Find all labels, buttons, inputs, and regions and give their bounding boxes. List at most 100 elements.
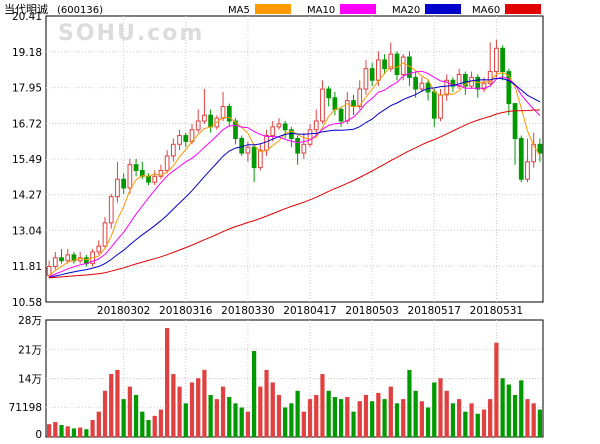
candle-body (506, 71, 512, 105)
candle-body (456, 73, 462, 87)
volume-bar (357, 401, 362, 438)
volume-bar (46, 424, 52, 438)
volume-bar (506, 384, 511, 438)
candle-body (170, 143, 176, 157)
volume-bar (351, 411, 356, 438)
volume-bar (146, 420, 151, 438)
volume-bar (152, 415, 157, 438)
candle-body (239, 137, 245, 154)
volume-bar (345, 397, 350, 438)
candle-body (65, 254, 71, 262)
candle-body (108, 196, 114, 224)
volume-bar (214, 399, 219, 438)
volume-bar (370, 401, 375, 438)
volume-bar (264, 369, 269, 438)
candle-body (307, 129, 313, 145)
candle-body (233, 120, 238, 139)
volume-bar (208, 394, 213, 438)
candle-body (518, 137, 524, 180)
watermark: SOHU.com (58, 21, 204, 46)
candle-body (164, 155, 170, 171)
volume-bar (245, 411, 251, 438)
volume-bar (394, 403, 400, 438)
ma5-line (48, 62, 541, 277)
volume-bar (53, 422, 58, 438)
candle-body (177, 135, 182, 145)
legend-label-ma10: MA10 (307, 5, 335, 16)
volume-bar (276, 394, 282, 438)
date-tick-label: 20180531 (470, 305, 523, 317)
volume-bar (382, 399, 387, 438)
candle-body (276, 123, 282, 128)
volume-bar (413, 390, 418, 438)
volume-bar (121, 399, 126, 438)
price-tick-label: 16.72 (12, 118, 42, 130)
candle-body (96, 245, 102, 253)
candle-body (313, 120, 319, 131)
price-panel-frame (45, 15, 544, 303)
candle-body (326, 88, 332, 99)
candle-body (475, 76, 481, 90)
moving-averages (48, 62, 541, 279)
volume-bar (326, 390, 331, 438)
volume-bar (133, 394, 139, 438)
volume-tick-label: 14万 (18, 374, 42, 386)
volume-panel-frame (45, 319, 544, 438)
candle-body (251, 146, 257, 169)
ma10-line (48, 70, 541, 278)
volume-bar (407, 369, 412, 438)
volume-bar (258, 386, 263, 438)
volume-bar (233, 403, 238, 438)
candle-body (332, 97, 338, 110)
candle-body (338, 108, 344, 122)
volume-bar (531, 403, 536, 438)
date-tick-label: 20180503 (345, 305, 398, 317)
price-tick-label: 20.41 (12, 11, 42, 23)
volume-bar (127, 386, 132, 438)
candle-body (295, 137, 300, 154)
volume-bar (96, 411, 101, 438)
legend-swatch-ma5 (255, 4, 291, 14)
date-tick-label: 20180330 (221, 305, 274, 317)
volume-bar (438, 378, 443, 438)
volume-bar (457, 399, 462, 438)
volume-bar (239, 407, 244, 438)
date-tick-label: 20180302 (97, 305, 150, 317)
candle-body (431, 91, 437, 119)
candle-body (413, 76, 419, 90)
volume-bar (84, 429, 89, 438)
candle-body (59, 257, 64, 262)
candle-body (512, 103, 518, 139)
volume-bar (314, 394, 319, 438)
price-tick-label: 13.04 (12, 225, 42, 237)
legend-label-ma60: MA60 (472, 5, 500, 16)
candle-body (487, 71, 493, 84)
candle-body (133, 164, 139, 171)
chart-header: 当代明诚 (600136) (4, 2, 103, 16)
volume-bar (307, 399, 313, 438)
candle-body (270, 126, 276, 137)
volume-bar (376, 392, 381, 438)
ma20-line (48, 77, 541, 279)
candle-body (220, 105, 226, 119)
volume-bar (512, 394, 518, 438)
candle-body (376, 59, 381, 81)
stock-code: (600136) (57, 5, 103, 16)
candle-body (394, 53, 400, 75)
volume-bar (419, 401, 424, 438)
candle-body (301, 143, 307, 154)
volume-bar (444, 390, 449, 438)
candle-body (152, 175, 158, 183)
date-tick-label: 20180417 (283, 305, 336, 317)
candle-body (52, 257, 58, 268)
volume-bar (227, 397, 232, 438)
volume-bar (519, 380, 524, 438)
candle-body (127, 164, 133, 189)
candle-body (462, 73, 468, 87)
legend-swatch-ma60 (505, 4, 541, 14)
volume-bar (469, 403, 474, 438)
volume-bar (140, 411, 145, 438)
legend-swatch-ma20 (425, 4, 461, 14)
grid-layer (46, 16, 543, 437)
date-tick-label: 20180316 (159, 305, 213, 317)
